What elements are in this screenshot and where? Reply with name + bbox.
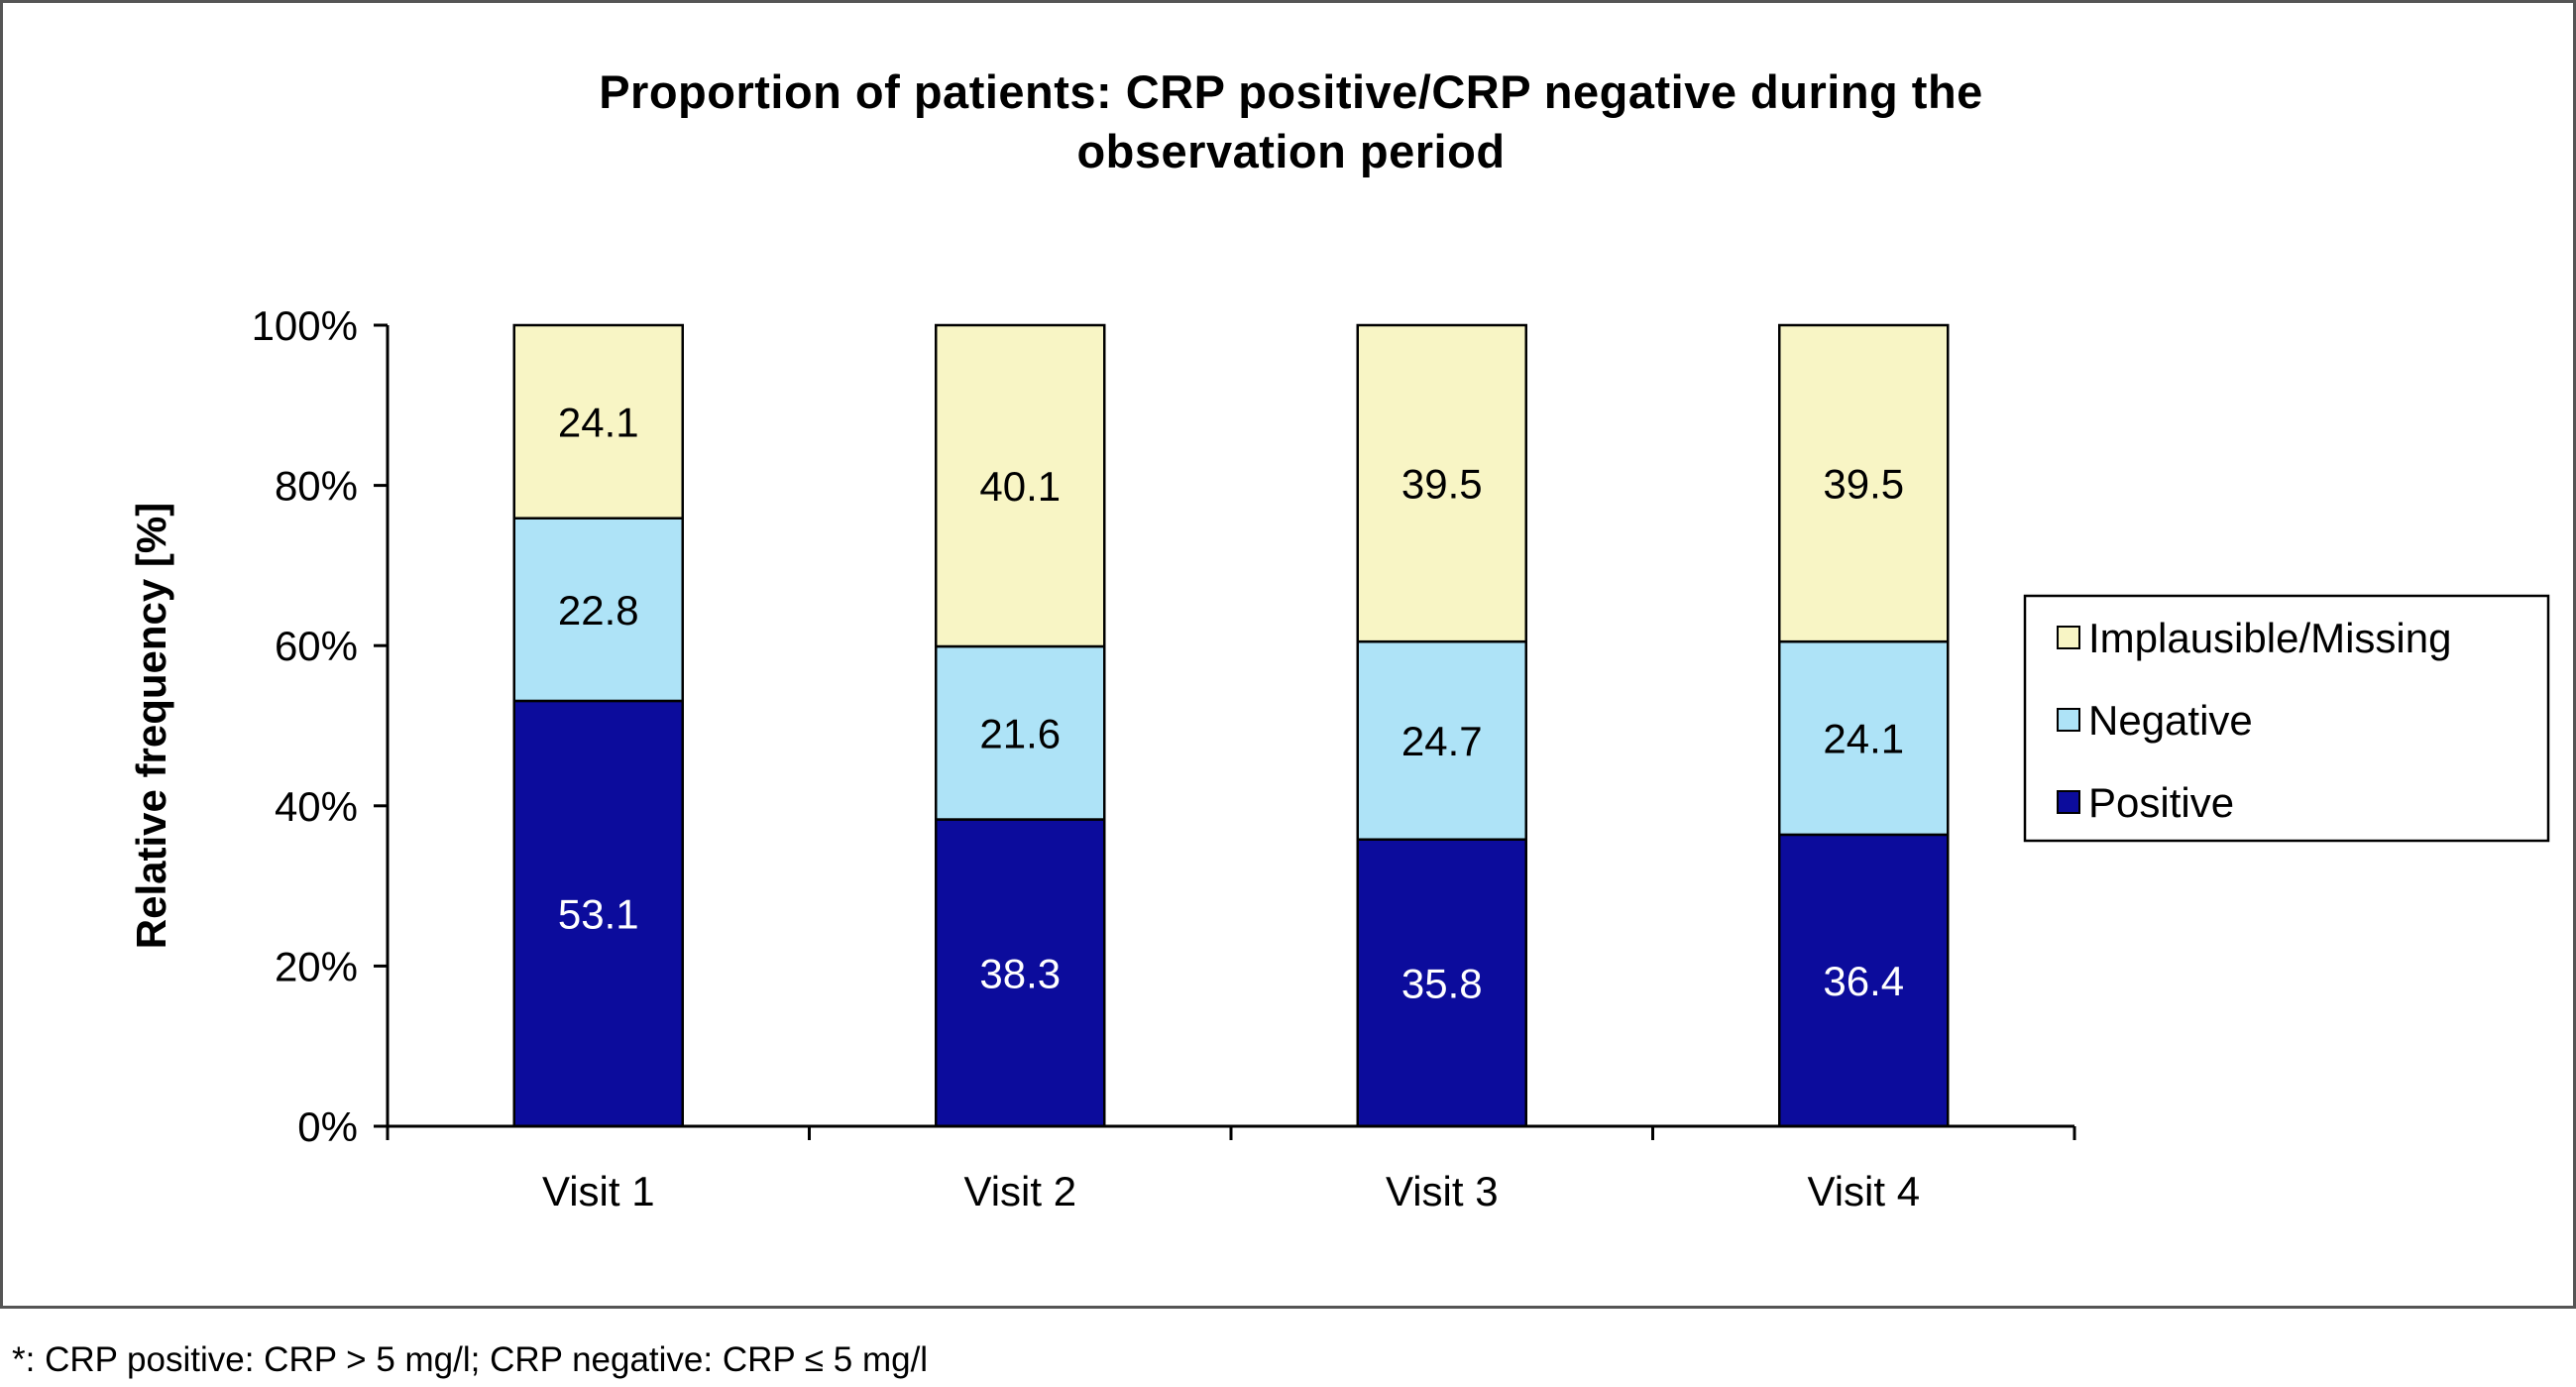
chart-title-line-1: Proportion of patients: CRP positive/CRP…: [599, 65, 1983, 118]
bar-segment-negative-4: [1778, 639, 1950, 837]
legend-label: Implausible/Missing: [2088, 615, 2451, 661]
data-label: 38.3: [979, 950, 1061, 996]
bar-segment-negative-2: [935, 644, 1106, 821]
y-tick-label: 80%: [275, 463, 358, 510]
bar-segment-implausible-missing-3: [1356, 323, 1527, 643]
bar-segment-positive-3: [1356, 838, 1527, 1128]
legend-box: [2023, 594, 2550, 843]
legend-swatch-implausible-missing: [2057, 626, 2080, 649]
legend-swatch-positive: [2057, 790, 2080, 814]
data-label: 21.6: [979, 710, 1061, 756]
y-tick-label: 40%: [275, 783, 358, 830]
x-tick-label: Visit 2: [963, 1168, 1076, 1214]
data-label: 24.1: [558, 399, 639, 445]
legend-label: Positive: [2088, 779, 2234, 826]
bar-segment-implausible-missing-1: [512, 323, 684, 520]
data-label: 53.1: [558, 890, 639, 937]
data-label: 24.1: [1823, 716, 1904, 762]
data-label: 24.7: [1401, 718, 1483, 764]
bar-segment-negative-3: [1356, 639, 1527, 841]
bar-segment-implausible-missing-2: [935, 323, 1106, 648]
data-label: 39.5: [1401, 461, 1483, 508]
y-tick-label: 0%: [297, 1103, 358, 1150]
x-tick-label: Visit 3: [1386, 1168, 1499, 1214]
bar-segment-positive-4: [1778, 833, 1950, 1128]
data-label: 35.8: [1401, 960, 1483, 1006]
stacked-bar-chart: 53.1 22.8 24.1 38.3 21.6 40.1 35.8 24.7 39.5 36.4…: [128, 302, 2550, 1214]
chart-frame: Proportion of patients: CRP positive/CRP…: [0, 0, 2576, 1309]
y-axis-label: Relative frequency [%]: [128, 503, 174, 949]
legend-swatch-negative: [2057, 708, 2080, 732]
bar-segment-implausible-missing-4: [1778, 323, 1950, 643]
x-tick-label: Visit 1: [542, 1168, 655, 1214]
y-tick-label: 20%: [275, 943, 358, 989]
chart-title-line-2: observation period: [1076, 125, 1506, 177]
data-label: 39.5: [1823, 461, 1904, 508]
data-label: 40.1: [979, 463, 1061, 510]
footnote: *: CRP positive: CRP > 5 mg/l; CRP negat…: [12, 1340, 929, 1379]
y-tick-label: 100%: [252, 302, 358, 349]
x-tick-label: Visit 4: [1807, 1168, 1920, 1214]
bar-segment-negative-1: [512, 517, 684, 703]
data-label: 36.4: [1823, 958, 1904, 1004]
data-label: 22.8: [558, 587, 639, 634]
y-tick-label: 60%: [275, 623, 358, 669]
legend-label: Negative: [2088, 697, 2253, 744]
